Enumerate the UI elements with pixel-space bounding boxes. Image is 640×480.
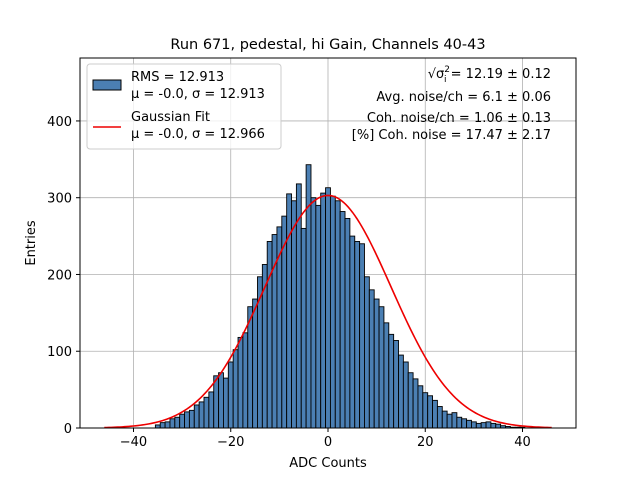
stat-coh-noise-percent: [%] Coh. noise = 17.47 ± 2.17 <box>352 128 551 143</box>
histogram-bar <box>247 306 254 429</box>
legend-label-fit-params: μ = -0.0, σ = 12.966 <box>131 127 265 142</box>
histogram-bar <box>184 411 190 429</box>
histogram-bar <box>213 375 220 429</box>
x-tick-label: −20 <box>217 435 244 450</box>
histogram-bar <box>188 409 195 429</box>
x-tick-label: 0 <box>324 435 332 450</box>
histogram-bar <box>398 354 404 429</box>
histogram-bar <box>480 422 487 429</box>
y-axis-ticks: 0 100 200 300 400 <box>47 115 80 437</box>
histogram-bar <box>407 372 414 429</box>
stat-coh-noise: Coh. noise/ch = 1.06 ± 0.13 <box>367 111 551 126</box>
histogram-bar <box>495 423 502 429</box>
gaussian-fit-curve <box>104 194 552 429</box>
y-tick-label: 400 <box>47 115 72 130</box>
histogram-bar <box>179 413 185 429</box>
histogram-bar <box>266 241 273 429</box>
histogram-bar <box>446 413 453 429</box>
y-tick-label: 100 <box>47 345 72 360</box>
histogram-bar <box>349 235 356 429</box>
histogram-bar <box>456 416 463 429</box>
histogram-bar <box>388 333 395 429</box>
histogram-bar <box>466 419 472 429</box>
histogram-bar <box>354 241 361 429</box>
histogram-bar <box>368 289 375 429</box>
histogram-bar <box>227 361 234 429</box>
histogram-bar <box>378 306 385 429</box>
histogram-bar <box>359 243 365 429</box>
histogram-bar <box>422 392 429 429</box>
histogram-bar <box>329 195 336 429</box>
histogram-bar <box>451 412 458 429</box>
histogram-bar <box>441 410 448 429</box>
histogram-bar <box>364 276 370 429</box>
chart-title: Run 671, pedestal, hi Gain, Channels 40-… <box>170 37 485 53</box>
legend-box <box>86 63 282 150</box>
noise-statistics: √σ2 i = 12.19 ± 0.12 Avg. noise/ch = 6.1 … <box>352 65 551 143</box>
histogram-bar <box>373 298 380 429</box>
histogram-bar <box>223 377 229 429</box>
histogram-bar <box>159 422 166 429</box>
histogram-bar <box>310 197 317 429</box>
histogram-bar <box>432 399 438 429</box>
stat-sqrt-sigma: √σ2 i = 12.19 ± 0.12 <box>428 65 551 85</box>
histogram-bar <box>485 421 492 429</box>
histogram-bar <box>203 396 210 429</box>
legend: RMS = 12.913 μ = -0.0, σ = 12.913 Gaussi… <box>86 63 282 150</box>
y-tick-label: 200 <box>47 268 72 283</box>
histogram-bar <box>427 395 433 429</box>
histogram-bar <box>232 349 239 429</box>
histogram-bar <box>471 421 477 429</box>
histogram-bar <box>490 422 497 429</box>
histogram-bar <box>339 211 346 429</box>
histogram-bar <box>344 217 351 429</box>
histogram-bar <box>315 204 322 429</box>
histogram-bar <box>461 418 468 429</box>
histogram-bar <box>208 391 215 429</box>
histogram-bar <box>475 422 482 429</box>
legend-label-fit: Gaussian Fit <box>131 110 210 125</box>
histogram-bar <box>164 421 171 429</box>
y-tick-label: 300 <box>47 192 72 207</box>
y-axis-label: Entries <box>24 220 39 266</box>
histogram-bar <box>383 322 390 429</box>
histogram-bar <box>436 406 443 429</box>
histogram-bar <box>198 401 205 429</box>
legend-swatch-histogram <box>92 79 122 91</box>
histogram-bar <box>218 372 224 429</box>
x-tick-label: −40 <box>120 435 147 450</box>
histogram-bar <box>286 193 292 429</box>
histogram-bar <box>402 361 409 429</box>
histogram-bar <box>291 200 297 429</box>
x-axis-label: ADC Counts <box>289 456 367 471</box>
histogram-bar <box>320 192 327 429</box>
histogram-bar <box>325 187 331 429</box>
histogram-bar <box>237 336 244 429</box>
histogram-bar <box>417 385 424 429</box>
histogram-bar <box>300 227 307 429</box>
histogram-bar <box>334 200 341 429</box>
y-tick-label: 0 <box>64 422 72 437</box>
x-axis-ticks: −40 −20 0 20 40 <box>120 428 531 450</box>
stat-avg-noise: Avg. noise/ch = 6.1 ± 0.06 <box>376 90 551 105</box>
histogram-bar <box>242 332 249 429</box>
histogram-bar <box>174 416 181 429</box>
legend-label-histogram: RMS = 12.913 <box>131 70 224 85</box>
histogram-bar <box>412 378 419 429</box>
histogram-bar <box>169 418 176 429</box>
x-tick-label: 20 <box>417 435 434 450</box>
histogram-bar <box>252 298 258 429</box>
x-tick-label: 40 <box>514 435 531 450</box>
histogram-bar <box>393 340 399 429</box>
legend-label-histogram-params: μ = -0.0, σ = 12.913 <box>131 87 265 102</box>
histogram-bar <box>193 404 200 429</box>
